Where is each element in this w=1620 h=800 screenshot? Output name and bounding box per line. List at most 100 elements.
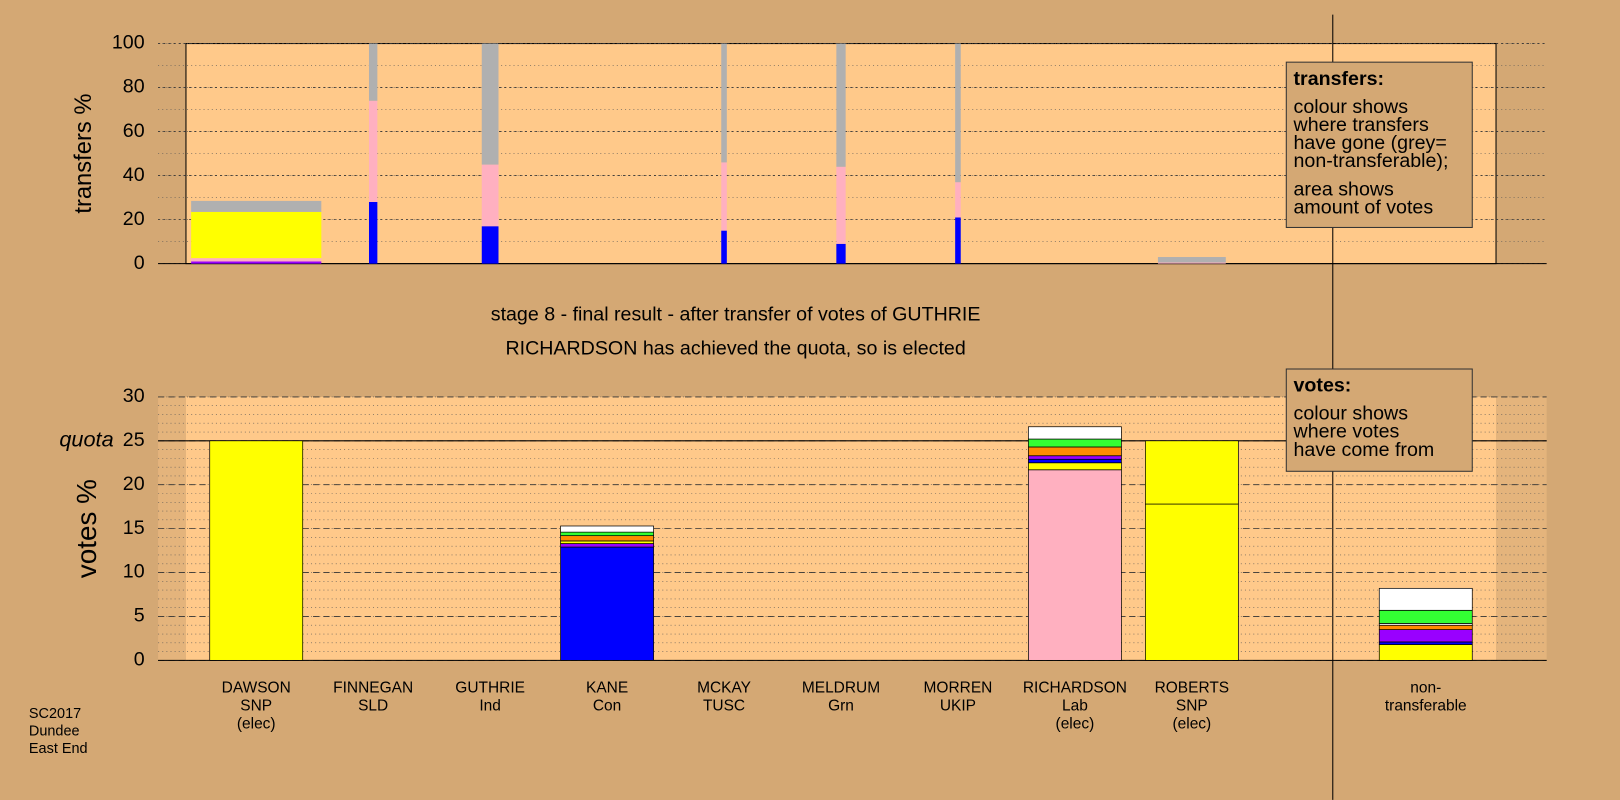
bar-segment (560, 540, 654, 544)
x-tick-label: SNP (240, 697, 272, 714)
bar-segment (368, 100, 378, 203)
bar-segment (1157, 257, 1226, 263)
y-tick-label: 30 (123, 385, 145, 407)
chart-title: stage 8 - final result - after transfer … (491, 303, 981, 325)
x-tick-label: DAWSON (222, 679, 291, 696)
bar-segment (191, 211, 322, 259)
x-tick-label: FINNEGAN (333, 679, 413, 696)
bar-segment (1028, 458, 1122, 464)
quota-label: quota (59, 427, 113, 452)
bar-segment (1378, 629, 1473, 643)
x-tick-label: Lab (1062, 697, 1088, 714)
bar-segment (481, 164, 499, 227)
y-tick-label: 0 (134, 252, 145, 274)
bar-segment (1028, 426, 1122, 440)
bar-segment (721, 230, 727, 264)
chart-title: RICHARDSON has achieved the quota, so is… (505, 338, 965, 360)
legend-text: have gone (grey= (1294, 132, 1447, 154)
bar-segment (1378, 641, 1473, 645)
x-tick-label: ROBERTS (1155, 679, 1230, 696)
footer-text: Dundee (29, 723, 80, 739)
bar-segment (1145, 503, 1239, 661)
x-tick-label: GUTHRIE (455, 679, 525, 696)
bar-segment (1378, 609, 1473, 624)
x-tick-label: MORREN (924, 679, 993, 696)
bar-segment (560, 543, 654, 548)
legend-text: amount of votes (1294, 197, 1434, 219)
legend-text: colour shows (1294, 96, 1409, 118)
y-tick-label: 15 (123, 517, 145, 539)
bar-segment (1145, 440, 1239, 505)
bar-segment (191, 258, 322, 262)
legend-text: non-transferable); (1294, 150, 1449, 172)
legend-box (1285, 61, 1473, 228)
bar-segment (1378, 624, 1473, 630)
legend-box (1285, 368, 1473, 472)
bar-segment (1028, 462, 1122, 471)
y-tick-label: 20 (123, 473, 145, 495)
bar-segment (955, 182, 961, 218)
bar-segment (955, 217, 961, 264)
x-tick-label: MELDRUM (802, 679, 880, 696)
x-tick-label: KANE (586, 679, 628, 696)
y-axis-label: transfers % (70, 94, 97, 214)
legend-title: transfers: (1294, 68, 1385, 90)
y-tick-label: 20 (123, 208, 145, 230)
x-tick-label: (elec) (1172, 716, 1211, 733)
bar-segment (1378, 644, 1473, 661)
legend-text: where transfers (1293, 114, 1429, 136)
y-tick-label: 40 (123, 164, 145, 186)
bar-segment (721, 43, 727, 163)
bar-segment (1028, 438, 1122, 448)
legend-text: where votes (1293, 421, 1400, 443)
bar-segment (1378, 587, 1473, 611)
footer-text: SC2017 (29, 706, 81, 722)
y-tick-label: 60 (123, 120, 145, 142)
x-tick-label: TUSC (703, 697, 745, 714)
bar-segment (191, 261, 322, 264)
bar-segment (560, 525, 654, 533)
x-tick-label: Ind (479, 697, 501, 714)
x-tick-label: UKIP (940, 697, 976, 714)
bar-segment (191, 200, 322, 212)
bar-segment (481, 43, 499, 165)
bar-segment (1028, 469, 1122, 661)
bar-segment (836, 43, 846, 167)
bar-segment (836, 243, 846, 264)
y-tick-label: 0 (134, 649, 145, 671)
y-axis-label: votes % (71, 479, 102, 578)
bar-segment (368, 43, 378, 101)
legend-text: have come from (1294, 439, 1435, 461)
x-tick-label: transferable (1385, 697, 1467, 714)
x-tick-label: Grn (828, 697, 854, 714)
y-tick-label: 100 (112, 32, 145, 54)
legend-text: colour shows (1294, 403, 1409, 425)
x-tick-label: (elec) (237, 716, 276, 733)
bar-segment (209, 440, 304, 661)
x-tick-label: MCKAY (697, 679, 751, 696)
y-tick-label: 5 (134, 605, 145, 627)
bar-segment (1028, 455, 1122, 460)
y-tick-label: 80 (123, 76, 145, 98)
x-tick-label: non- (1410, 679, 1441, 696)
bar-segment (560, 535, 654, 542)
y-tick-label: 25 (123, 429, 145, 451)
x-tick-label: SNP (1176, 697, 1208, 714)
bar-segment (836, 166, 846, 244)
bar-segment (560, 546, 654, 661)
bar-segment (1028, 446, 1122, 457)
legend-text: area shows (1294, 178, 1395, 200)
x-tick-label: Con (593, 697, 621, 714)
x-tick-label: RICHARDSON (1023, 679, 1127, 696)
y-tick-label: 10 (123, 561, 145, 583)
bar-segment (560, 531, 654, 537)
bar-segment (721, 162, 727, 231)
footer-text: East End (29, 741, 88, 757)
bar-segment (368, 202, 378, 264)
bar-segment (1157, 262, 1226, 264)
legend-title: votes: (1294, 375, 1352, 397)
bar-segment (955, 43, 961, 183)
bar-segment (481, 226, 499, 264)
x-tick-label: (elec) (1056, 716, 1095, 733)
